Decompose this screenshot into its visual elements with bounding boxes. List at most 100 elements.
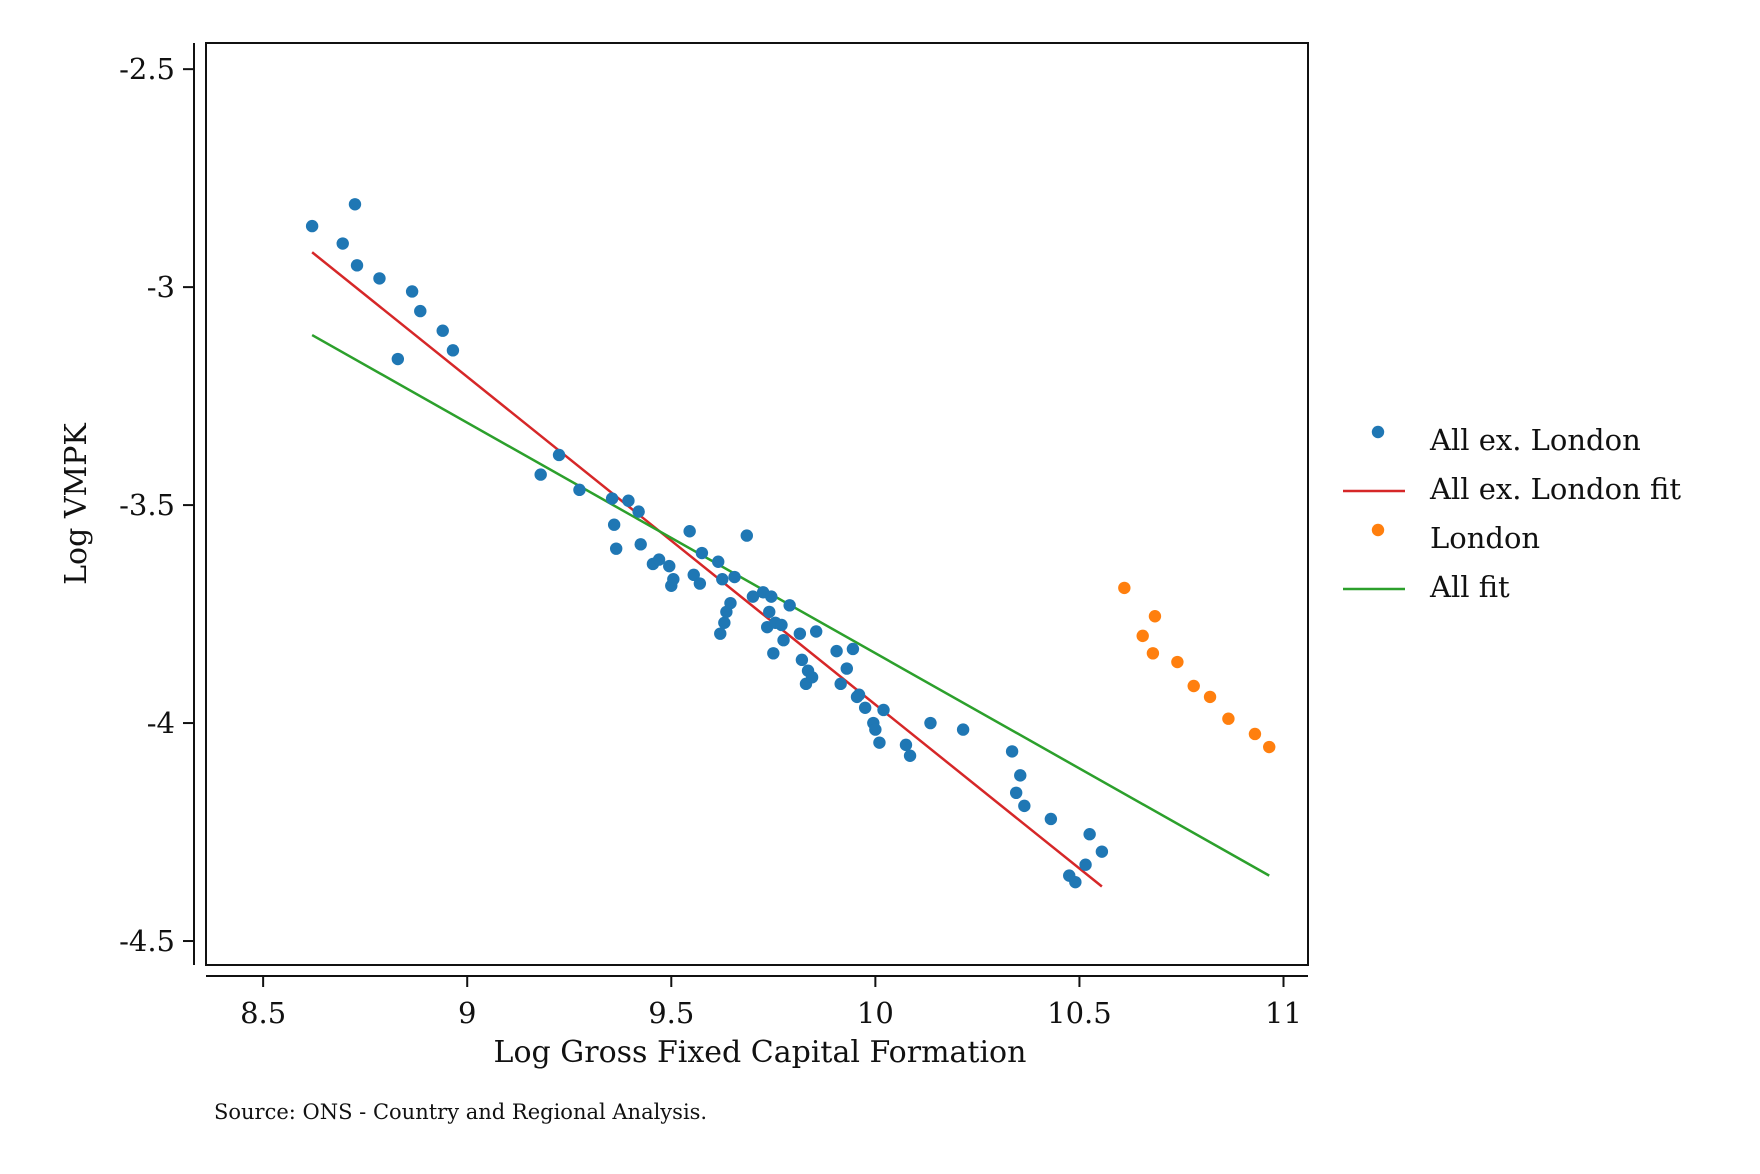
london-point <box>1136 629 1149 643</box>
all-ex-london-point <box>1083 828 1096 841</box>
all-ex-london-point <box>632 505 645 518</box>
all-ex-london-point <box>1069 875 1082 889</box>
y-tick-label: -2.5 <box>119 52 175 86</box>
all-ex-london-point <box>869 723 882 736</box>
y-tick-label: -3 <box>147 270 175 304</box>
all-ex-london-point <box>852 688 866 701</box>
all-ex-london-point <box>1079 858 1092 871</box>
all-ex-london-point <box>652 553 666 566</box>
all-ex-london-point <box>763 605 776 619</box>
y-tick-label: -4 <box>147 706 175 740</box>
london-point <box>1248 727 1262 741</box>
all-ex-london-point <box>834 677 847 691</box>
all-ex-london-point <box>683 525 696 538</box>
all-ex-london-point <box>605 492 619 505</box>
london-point <box>1203 690 1217 704</box>
all-ex-london-point <box>858 701 872 714</box>
all-ex-london-point <box>350 259 364 272</box>
all-ex-london-point <box>740 529 753 542</box>
london-point <box>1148 610 1162 623</box>
all-ex-london-point <box>805 671 819 684</box>
london-point <box>1118 581 1131 595</box>
all-ex-london-point <box>783 599 796 612</box>
all-ex-london-point <box>391 352 405 366</box>
london-point <box>1171 655 1184 669</box>
all-ex-london-point <box>446 344 460 357</box>
all-ex-london-point <box>687 568 700 582</box>
all-ex-london-point <box>809 625 823 638</box>
all-ex-london-point <box>436 324 449 337</box>
all-ex-london-point <box>695 546 709 560</box>
all-ex-london-point <box>552 448 566 462</box>
y-axis: -2.5 -3 -3.5 -4 -4.5 <box>119 43 195 965</box>
x-tick-label: 11 <box>1265 996 1302 1030</box>
all-ex-london-point <box>830 644 843 658</box>
all-ex-london-point <box>336 237 349 250</box>
london-point <box>1146 647 1160 660</box>
all-ex-london-point <box>405 285 419 298</box>
all-ex-london-point <box>534 468 547 481</box>
all-ex-london-point <box>609 542 623 555</box>
all-ex-london-point <box>414 304 427 318</box>
all-ex-london-point <box>846 642 860 656</box>
all-ex-london-point <box>775 618 788 632</box>
all-ex-london-point <box>373 272 386 285</box>
legend-marker-london <box>1371 523 1385 537</box>
all-ex-london-point <box>724 596 737 610</box>
all-ex-london-point <box>718 616 731 629</box>
all-ex-london-point <box>1009 786 1023 800</box>
all-ex-london-point <box>1095 845 1109 858</box>
all-ex-london-point <box>573 483 586 497</box>
all-ex-london-point <box>746 590 760 603</box>
plot-frame <box>205 42 1309 966</box>
y-tick-label: -4.5 <box>119 924 175 958</box>
x-tick-label: 9.5 <box>648 996 694 1030</box>
all-ex-london-point <box>1014 769 1027 782</box>
all-ex-london-point <box>1044 812 1058 826</box>
all-ex-london-point <box>716 572 729 586</box>
x-tick-label: 10.5 <box>1047 996 1112 1030</box>
x-axis: 8.5 9 9.5 10 10.5 11 <box>206 975 1308 1030</box>
all-ex-london-point <box>899 738 913 752</box>
all-ex-london-point <box>765 590 778 603</box>
all-ex-london-point <box>622 494 635 507</box>
london-point <box>1222 712 1235 725</box>
all-ex-london-point <box>714 627 727 640</box>
y-ticks: -2.5 -3 -3.5 -4 -4.5 <box>119 52 194 958</box>
all-ex-london-point <box>663 559 676 573</box>
all-ex-london-point <box>712 555 725 568</box>
all-ex-london-point <box>634 538 647 551</box>
all-ex-london-point <box>667 572 680 586</box>
scatter-points <box>305 198 1276 889</box>
all-ex-london-point <box>348 198 362 211</box>
legend-label-all-ex-london-fit: All ex. London fit <box>1429 472 1681 506</box>
all-ex-london-point <box>1005 745 1019 758</box>
all-ex-london-point <box>767 647 780 660</box>
all-ex-london-point <box>924 716 937 730</box>
x-ticks: 8.5 9 9.5 10 10.5 11 <box>240 976 1302 1030</box>
y-tick-label: -3.5 <box>119 488 175 522</box>
all-ex-london-point <box>956 723 970 736</box>
all-ex-london-point <box>607 518 621 531</box>
all-ex-london-point <box>795 653 809 667</box>
x-tick-label: 10 <box>857 996 894 1030</box>
legend-label-all-fit: All fit <box>1429 570 1510 604</box>
legend: All ex. London All ex. London fit London Al… <box>1343 423 1681 604</box>
all-ex-london-point <box>840 662 853 675</box>
all-ex-london-point <box>1018 799 1031 813</box>
london-point <box>1187 679 1200 693</box>
all-ex-london-point <box>777 634 790 647</box>
y-axis-label: Log VMPK <box>59 423 94 585</box>
x-axis-label: Log Gross Fixed Capital Formation <box>494 1035 1027 1070</box>
all-ex-london-point <box>903 749 917 762</box>
x-tick-label: 9 <box>458 996 476 1030</box>
london-point <box>1263 740 1276 754</box>
legend-label-all-ex-london: All ex. London <box>1429 423 1641 457</box>
all-ex-london-point <box>305 219 319 233</box>
all-ex-london-point <box>873 736 886 749</box>
legend-marker-all-ex-london <box>1371 425 1385 439</box>
all-ex-london-point <box>877 703 890 717</box>
legend-label-london: London <box>1430 521 1540 555</box>
all-ex-london-point <box>728 570 741 584</box>
